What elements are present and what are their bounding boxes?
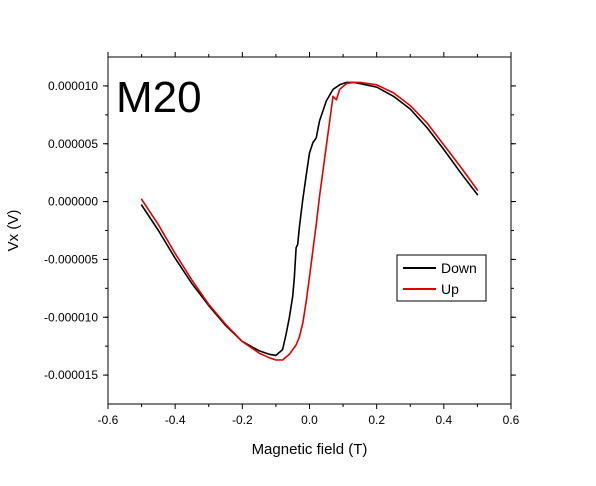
x-tick-label: -0.6 (98, 413, 119, 427)
legend-label-up: Up (441, 281, 459, 297)
y-axis-title: Vx (V) (5, 210, 22, 252)
x-tick-label: 0.0 (301, 413, 318, 427)
y-tick-label: 0.000010 (48, 79, 98, 93)
series-line-up (140, 81, 479, 361)
x-tick-label: -0.4 (165, 413, 186, 427)
plot-series (140, 81, 479, 361)
y-tick-label: -0.000015 (44, 368, 98, 382)
x-tick-label: 0.2 (368, 413, 385, 427)
legend: Down Up (396, 254, 487, 302)
y-tick-label: 0.000005 (48, 137, 98, 151)
legend-box (396, 254, 487, 302)
axis-ticks: -0.6 -0.4 -0.2 0.0 0.2 0.4 0.6 0.000010 0.000005… (44, 52, 520, 427)
panel-label: M20 (116, 73, 202, 122)
x-tick-label: 0.4 (435, 413, 452, 427)
x-tick-label: 0.6 (503, 413, 520, 427)
y-tick-label: 0.000000 (48, 195, 98, 209)
plot-frame (107, 56, 512, 405)
y-tick-label: -0.000005 (44, 252, 98, 266)
legend-label-down: Down (441, 260, 477, 276)
y-tick-label: -0.000010 (44, 310, 98, 324)
x-tick-label: -0.2 (232, 413, 253, 427)
x-axis-title: Magnetic field (T) (252, 441, 368, 458)
